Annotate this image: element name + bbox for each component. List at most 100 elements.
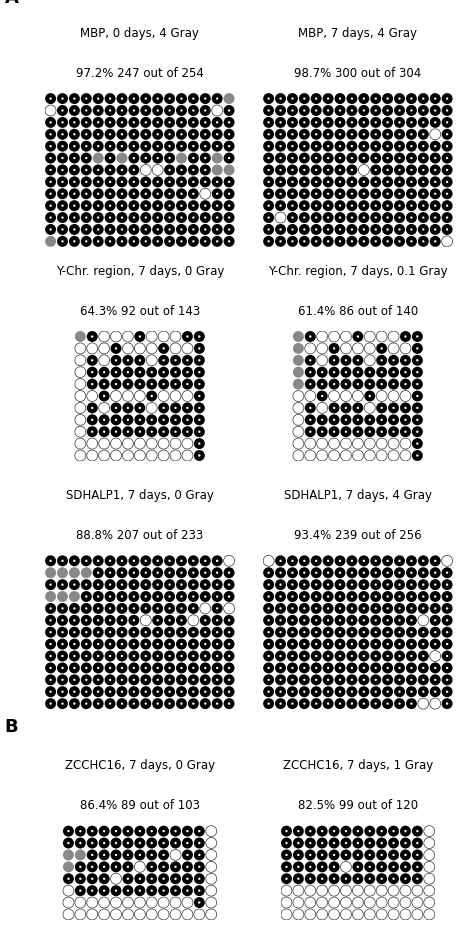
Circle shape <box>345 371 347 374</box>
Circle shape <box>303 584 306 586</box>
Circle shape <box>382 93 393 104</box>
Circle shape <box>97 192 100 195</box>
Circle shape <box>134 343 146 354</box>
Circle shape <box>311 236 322 247</box>
Circle shape <box>97 631 100 634</box>
Circle shape <box>103 866 105 868</box>
Circle shape <box>212 686 223 697</box>
Circle shape <box>416 407 419 409</box>
Circle shape <box>442 555 453 566</box>
Circle shape <box>317 450 328 461</box>
Circle shape <box>418 662 429 673</box>
Circle shape <box>156 240 159 242</box>
Circle shape <box>140 105 151 116</box>
Circle shape <box>49 145 52 147</box>
Circle shape <box>164 236 175 247</box>
Circle shape <box>328 861 339 872</box>
Circle shape <box>279 145 282 147</box>
Circle shape <box>412 873 423 884</box>
Circle shape <box>182 378 193 389</box>
Circle shape <box>109 121 111 124</box>
Circle shape <box>115 854 117 857</box>
Circle shape <box>323 224 334 235</box>
Circle shape <box>105 698 116 709</box>
Circle shape <box>87 378 98 389</box>
Circle shape <box>69 200 80 211</box>
Circle shape <box>170 390 181 401</box>
Circle shape <box>352 414 364 426</box>
Circle shape <box>315 607 318 610</box>
Circle shape <box>398 133 401 135</box>
Circle shape <box>365 909 375 919</box>
Circle shape <box>386 619 389 622</box>
Circle shape <box>200 129 211 140</box>
Circle shape <box>85 228 88 230</box>
Circle shape <box>61 619 64 622</box>
Circle shape <box>192 584 194 586</box>
Circle shape <box>297 830 300 832</box>
Circle shape <box>406 177 417 188</box>
Circle shape <box>152 177 163 188</box>
Circle shape <box>328 837 339 848</box>
Circle shape <box>81 105 92 116</box>
Circle shape <box>99 826 109 836</box>
Circle shape <box>346 212 357 223</box>
Circle shape <box>279 643 282 646</box>
Circle shape <box>93 177 104 188</box>
Circle shape <box>412 343 423 354</box>
Circle shape <box>105 105 116 116</box>
Circle shape <box>382 591 393 602</box>
Circle shape <box>200 153 211 164</box>
Circle shape <box>192 643 194 646</box>
Circle shape <box>263 674 274 685</box>
Circle shape <box>356 336 359 338</box>
Circle shape <box>363 216 365 218</box>
Circle shape <box>287 141 298 152</box>
Circle shape <box>315 97 318 100</box>
Circle shape <box>363 584 365 586</box>
Circle shape <box>105 224 116 235</box>
Circle shape <box>311 141 322 152</box>
Circle shape <box>73 667 75 669</box>
Circle shape <box>398 145 401 147</box>
Circle shape <box>224 615 235 626</box>
Circle shape <box>299 165 310 176</box>
Circle shape <box>182 861 193 872</box>
Circle shape <box>85 631 88 634</box>
Circle shape <box>358 236 369 247</box>
Circle shape <box>327 619 329 622</box>
Circle shape <box>394 129 405 140</box>
Circle shape <box>363 679 365 681</box>
Circle shape <box>340 909 351 919</box>
Circle shape <box>323 105 334 116</box>
Circle shape <box>97 572 100 574</box>
Circle shape <box>45 603 56 614</box>
Circle shape <box>406 236 417 247</box>
Circle shape <box>446 631 448 634</box>
Circle shape <box>412 355 423 365</box>
Circle shape <box>365 402 375 413</box>
Circle shape <box>145 109 147 112</box>
Circle shape <box>406 603 417 614</box>
Circle shape <box>57 627 68 637</box>
Circle shape <box>87 402 98 413</box>
Circle shape <box>75 366 86 377</box>
Circle shape <box>333 347 335 350</box>
Circle shape <box>146 343 157 354</box>
Circle shape <box>194 378 205 389</box>
Circle shape <box>412 331 423 342</box>
Text: 82.5% 99 out of 120: 82.5% 99 out of 120 <box>298 799 418 812</box>
Circle shape <box>138 854 141 857</box>
Circle shape <box>305 343 316 354</box>
Circle shape <box>93 105 104 116</box>
Circle shape <box>446 619 448 622</box>
Circle shape <box>198 901 201 904</box>
Circle shape <box>168 133 171 135</box>
Circle shape <box>81 603 92 614</box>
Circle shape <box>339 228 341 230</box>
Circle shape <box>224 698 235 709</box>
Circle shape <box>398 631 401 634</box>
Circle shape <box>87 837 98 848</box>
Circle shape <box>369 830 371 832</box>
Circle shape <box>110 390 121 401</box>
